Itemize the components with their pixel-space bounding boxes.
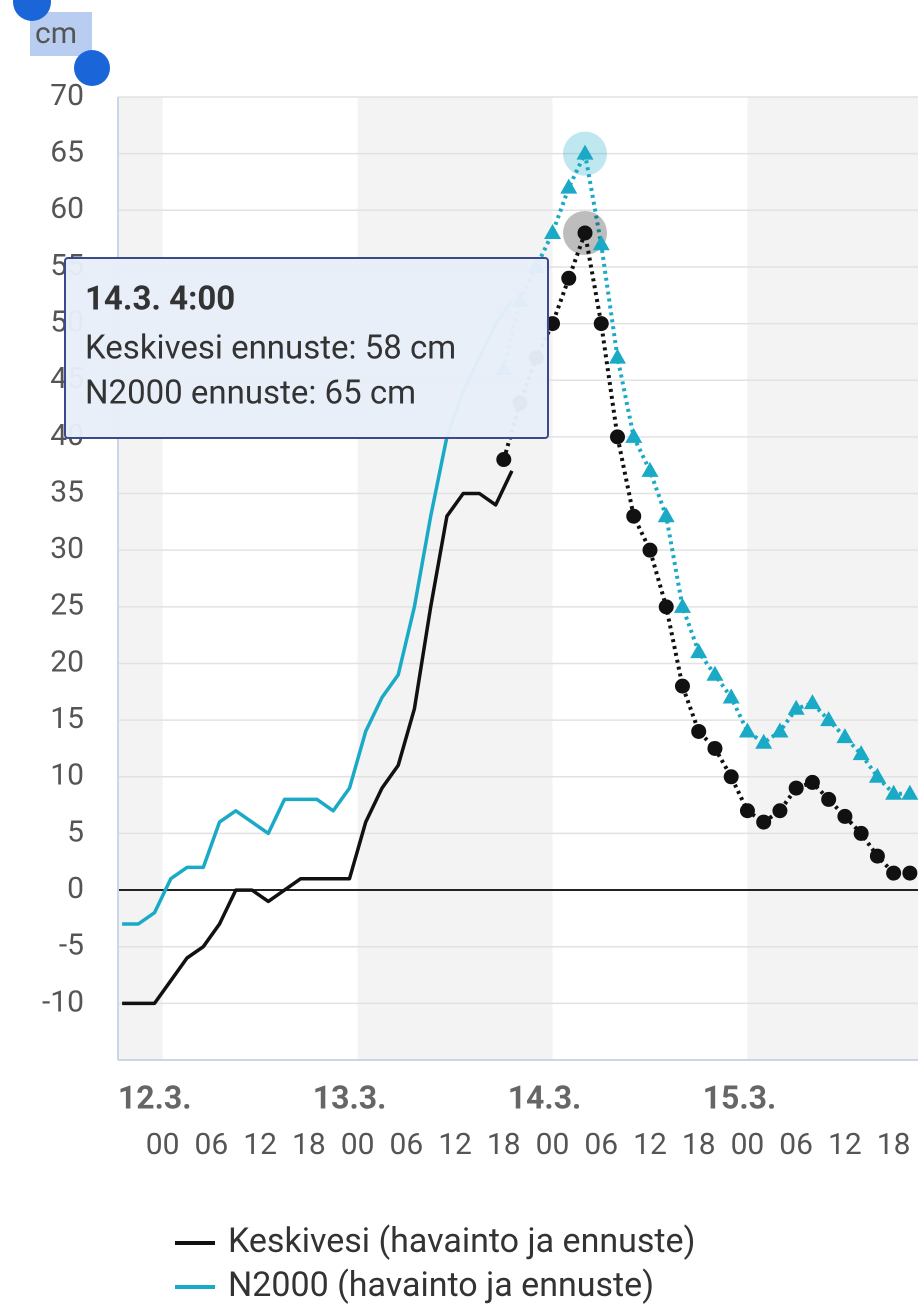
x-tick-label: 00 <box>146 1127 180 1162</box>
date-label: 13.3. <box>313 1078 387 1116</box>
marker <box>803 694 821 710</box>
marker <box>641 461 659 477</box>
selection-handle[interactable] <box>74 50 110 86</box>
marker <box>593 316 609 332</box>
marker <box>869 848 885 864</box>
x-tick-label: 18 <box>487 1127 521 1162</box>
tooltip-box <box>64 257 549 439</box>
y-tick-label: -10 <box>42 984 84 1019</box>
y-tick-label: 65 <box>50 135 84 170</box>
text-selection <box>30 12 92 56</box>
marker <box>592 235 610 251</box>
x-tick-label: 06 <box>584 1127 618 1162</box>
observed-line <box>122 470 514 1006</box>
marker <box>625 427 643 443</box>
x-tick-label: 00 <box>731 1127 765 1162</box>
y-tick-label: 20 <box>50 644 84 679</box>
marker <box>673 597 691 613</box>
marker <box>658 599 674 615</box>
marker <box>544 223 562 239</box>
x-tick-label: 00 <box>341 1127 375 1162</box>
x-tick-label: 00 <box>536 1127 570 1162</box>
date-label: 15.3. <box>703 1078 777 1116</box>
marker <box>674 678 690 694</box>
marker <box>690 643 708 659</box>
marker <box>691 723 707 739</box>
x-tick-label: 12 <box>438 1127 472 1162</box>
marker <box>787 699 805 715</box>
marker <box>771 722 789 738</box>
marker <box>608 348 626 364</box>
date-label: 14.3. <box>508 1078 582 1116</box>
marker <box>738 722 756 738</box>
marker <box>706 665 724 681</box>
tooltip-line: Keskivesi ennuste: 58 cm <box>85 329 456 368</box>
day-band <box>747 97 918 1060</box>
y-tick-label: -5 <box>59 928 84 963</box>
y-tick-label: 15 <box>50 701 84 736</box>
y-tick-label: 0 <box>67 871 84 906</box>
x-tick-label: 06 <box>779 1127 813 1162</box>
marker <box>609 429 625 445</box>
marker <box>577 225 593 241</box>
marker <box>886 865 902 881</box>
day-band <box>357 97 553 1060</box>
x-tick-label: 12 <box>243 1127 277 1162</box>
marker <box>756 814 772 830</box>
x-tick-label: 06 <box>195 1127 229 1162</box>
forecast-line <box>501 147 910 796</box>
x-tick-label: 18 <box>292 1127 326 1162</box>
y-tick-label: 10 <box>50 758 84 793</box>
legend-label: N2000 (havainto ja ennuste) <box>228 1265 654 1305</box>
legend-label: Keskivesi (havainto ja ennuste) <box>228 1221 695 1261</box>
marker <box>837 808 853 824</box>
marker <box>820 711 838 727</box>
marker <box>804 774 820 790</box>
marker <box>657 507 675 523</box>
y-tick-label: 35 <box>50 474 84 509</box>
marker <box>821 791 837 807</box>
marker <box>722 688 740 704</box>
date-label: 12.3. <box>118 1078 192 1116</box>
y-axis-label: cm <box>35 16 77 51</box>
marker <box>642 542 658 558</box>
marker <box>868 767 886 783</box>
x-tick-label: 12 <box>828 1127 862 1162</box>
selection-handle[interactable] <box>13 0 51 21</box>
marker <box>853 825 869 841</box>
marker <box>755 733 773 749</box>
tooltip-title: 14.3. 4:00 <box>85 280 235 319</box>
marker <box>852 745 870 761</box>
marker <box>560 178 578 194</box>
marker <box>788 780 804 796</box>
marker <box>576 144 594 160</box>
marker <box>739 803 755 819</box>
y-tick-label: 60 <box>50 191 84 226</box>
marker <box>707 740 723 756</box>
marker <box>561 270 577 286</box>
marker <box>626 508 642 524</box>
marker <box>723 769 739 785</box>
day-band <box>118 97 163 1060</box>
marker <box>772 803 788 819</box>
marker <box>902 865 918 881</box>
y-tick-label: 5 <box>67 814 84 849</box>
marker <box>901 784 919 800</box>
y-tick-label: 70 <box>50 78 84 113</box>
y-tick-label: 30 <box>50 531 84 566</box>
tooltip-line: N2000 ennuste: 65 cm <box>85 374 416 413</box>
marker <box>885 784 903 800</box>
x-tick-label: 12 <box>633 1127 667 1162</box>
marker <box>836 728 854 744</box>
x-tick-label: 06 <box>389 1127 423 1162</box>
x-tick-label: 18 <box>877 1127 911 1162</box>
marker <box>496 452 512 468</box>
y-tick-label: 25 <box>50 588 84 623</box>
x-tick-label: 18 <box>682 1127 716 1162</box>
